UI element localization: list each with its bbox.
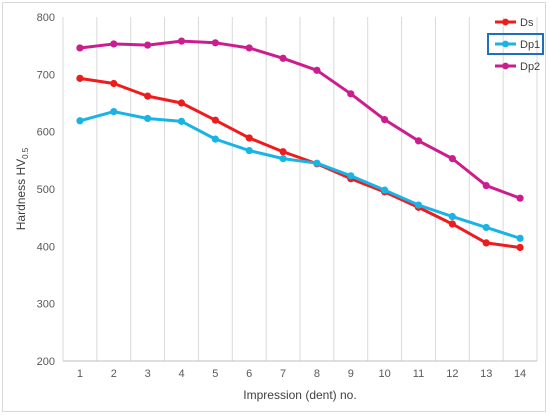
x-tick-label: 8 <box>314 368 320 380</box>
data-point-ds <box>279 148 287 156</box>
x-tick-label: 10 <box>379 368 391 380</box>
data-point-dp1 <box>381 186 389 194</box>
data-point-dp1 <box>76 117 84 125</box>
x-tick-label: 4 <box>178 368 184 380</box>
y-tick-label: 500 <box>37 184 55 196</box>
x-tick-label: 14 <box>514 368 526 380</box>
x-axis-title: Impression (dent) no. <box>243 388 356 402</box>
data-point-dp1 <box>448 212 456 221</box>
data-point-ds <box>482 239 490 247</box>
grid-lines <box>62 17 538 361</box>
data-point-ds <box>177 99 186 107</box>
x-tick-label: 12 <box>446 368 458 380</box>
data-point-dp1 <box>313 159 321 167</box>
data-point-dp2 <box>177 37 186 45</box>
series-line-dp1 <box>79 110 521 240</box>
data-point-ds <box>516 243 524 252</box>
y-tick-label: 800 <box>37 12 55 24</box>
y-tick-label: 400 <box>37 241 55 253</box>
data-point-dp2 <box>313 66 321 74</box>
y-tick-label: 300 <box>37 299 55 311</box>
data-point-dp2 <box>414 137 423 145</box>
series-dp2 <box>76 37 524 202</box>
y-tick-label: 700 <box>37 69 55 81</box>
data-point-dp1 <box>414 201 423 209</box>
data-point-dp2 <box>110 40 118 48</box>
data-point-dp2 <box>516 194 524 202</box>
data-point-dp1 <box>177 117 186 125</box>
data-point-dp1 <box>211 135 219 143</box>
data-point-dp2 <box>448 155 456 163</box>
data-point-dp2 <box>211 39 219 47</box>
series-dp1 <box>76 108 524 242</box>
legend-swatch-marker-dp1 <box>502 40 509 48</box>
x-tick-label: 5 <box>212 368 218 380</box>
legend: Ds Dp1 Dp2 <box>487 17 544 73</box>
y-axis-title-subscript: 0.5 <box>21 147 30 159</box>
data-point-ds <box>76 74 84 82</box>
x-tick-label: 7 <box>280 368 286 380</box>
data-series <box>76 37 524 252</box>
legend-swatch-marker-ds <box>502 18 509 26</box>
data-point-ds <box>448 220 456 228</box>
data-point-dp2 <box>245 44 253 52</box>
x-tick-label: 3 <box>145 368 151 380</box>
legend-label-dp1: Dp1 <box>520 39 540 51</box>
x-tick-label: 1 <box>77 368 83 380</box>
axes <box>62 17 537 362</box>
y-tick-label: 200 <box>37 356 55 368</box>
data-point-dp2 <box>482 181 490 190</box>
legend-swatch-marker-dp2 <box>502 62 509 70</box>
x-tick-label: 2 <box>111 368 117 380</box>
data-point-dp1 <box>110 108 118 116</box>
x-tick-label: 9 <box>348 368 354 380</box>
x-tick-label: 11 <box>413 368 424 380</box>
series-line-dp2 <box>79 39 521 200</box>
y-axis-title: Hardness HV0.5 <box>14 147 30 230</box>
series-line-ds <box>79 76 521 249</box>
legend-label-ds: Ds <box>520 17 534 29</box>
y-axis-title-main: Hardness HV <box>14 159 28 230</box>
data-point-dp1 <box>245 146 253 155</box>
data-point-dp2 <box>144 41 152 49</box>
data-point-dp1 <box>279 155 287 163</box>
data-point-dp2 <box>381 116 389 124</box>
data-point-dp2 <box>76 44 84 52</box>
data-point-ds <box>211 116 219 124</box>
chart-frame: 200 300 400 500 600 700 800 1 2 3 4 5 6 7 8 9 10 11 12 13 14… <box>2 2 546 412</box>
legend-highlight-box <box>487 33 544 55</box>
legend-label-dp2: Dp2 <box>520 61 540 73</box>
data-point-dp1 <box>144 114 152 123</box>
data-point-dp1 <box>347 172 355 180</box>
x-tick-label: 6 <box>246 368 252 380</box>
data-point-dp1 <box>516 234 524 242</box>
data-point-dp2 <box>347 90 355 98</box>
data-point-dp1 <box>482 223 490 232</box>
data-point-dp2 <box>279 54 287 62</box>
data-point-ds <box>144 92 152 100</box>
data-point-ds <box>110 79 118 88</box>
y-tick-label: 600 <box>37 127 55 139</box>
x-tick-label: 13 <box>480 368 492 380</box>
data-point-ds <box>245 134 253 142</box>
